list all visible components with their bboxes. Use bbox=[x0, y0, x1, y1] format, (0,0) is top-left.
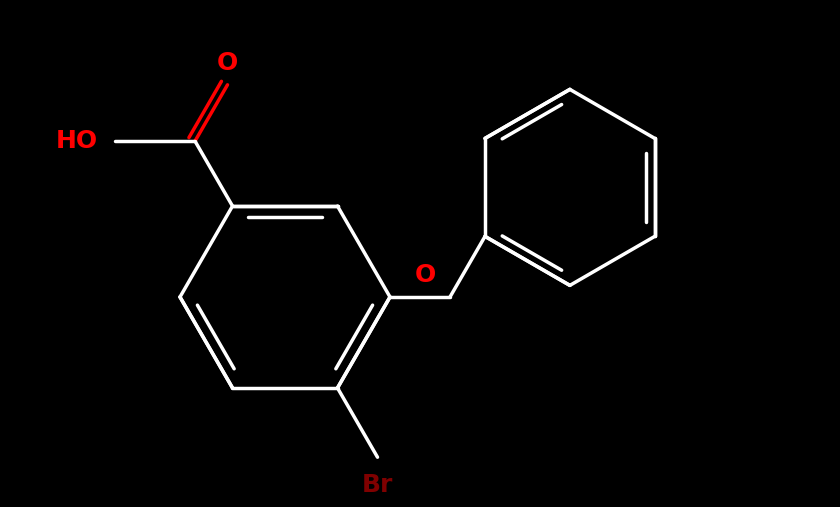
Text: Br: Br bbox=[362, 473, 393, 497]
Text: HO: HO bbox=[56, 129, 98, 153]
Text: O: O bbox=[414, 263, 436, 287]
Text: O: O bbox=[217, 51, 238, 75]
